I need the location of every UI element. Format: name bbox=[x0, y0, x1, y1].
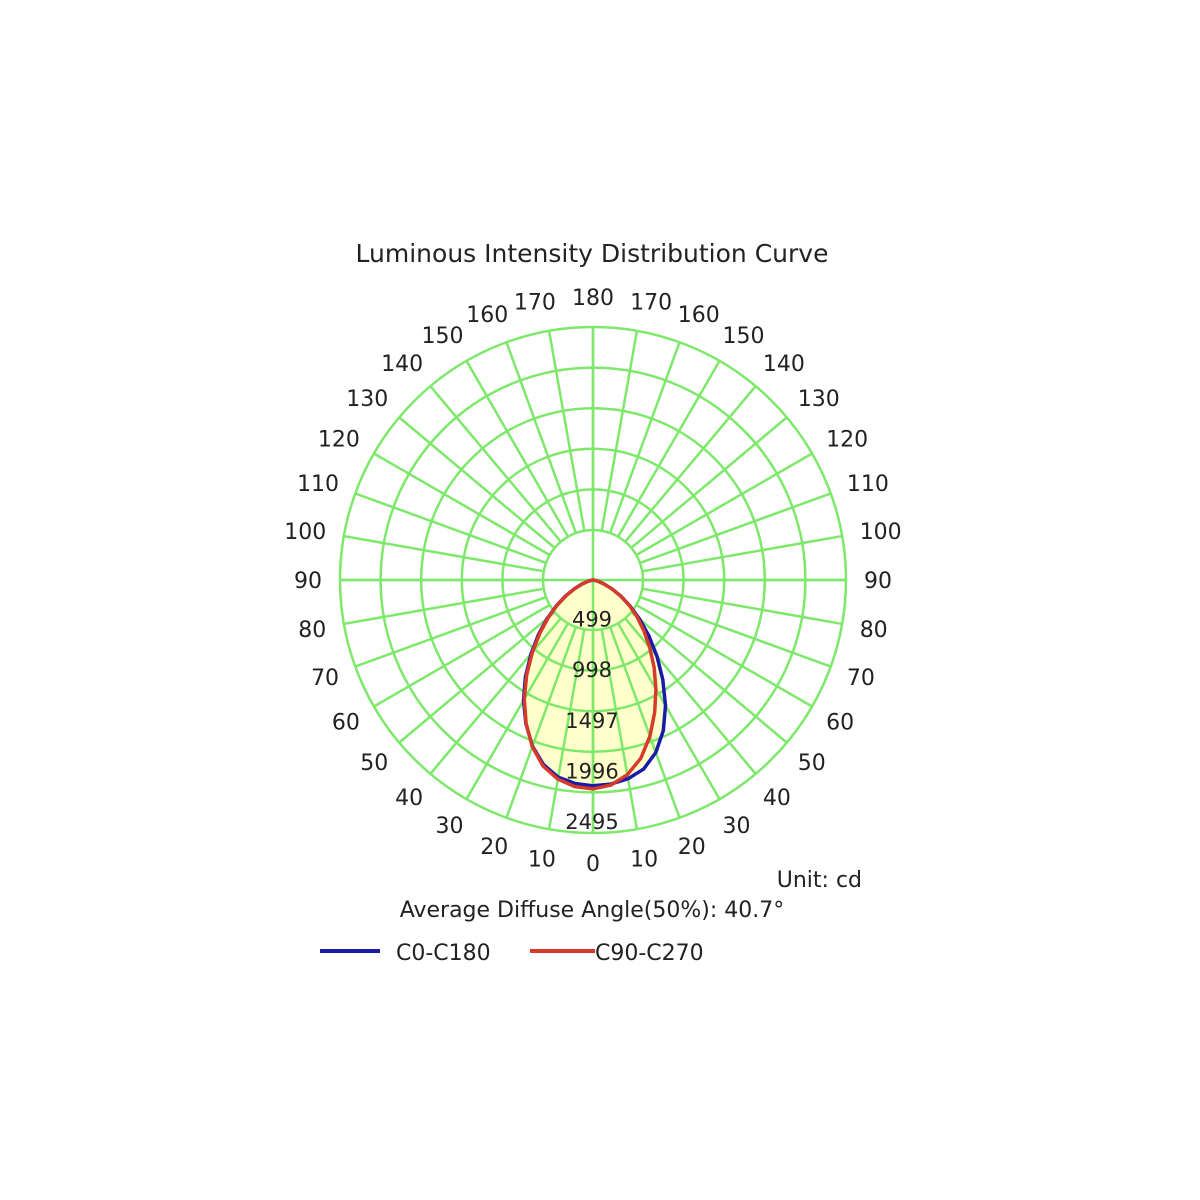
grid-spoke-120 bbox=[635, 452, 813, 557]
grid-spoke-230 bbox=[398, 416, 556, 549]
angle-tick-right-100: 100 bbox=[860, 520, 902, 545]
angle-tick-left-10: 10 bbox=[528, 848, 556, 873]
angle-tick-left-70: 70 bbox=[311, 666, 339, 691]
grid-spoke-140 bbox=[624, 385, 757, 543]
legend: C0-C180 C90-C270 bbox=[320, 941, 704, 966]
angle-tick-left-160: 160 bbox=[466, 303, 508, 328]
polar-grid bbox=[338, 325, 848, 835]
angle-tick-left-30: 30 bbox=[436, 814, 464, 839]
grid-spoke-160 bbox=[608, 341, 681, 534]
curve-c90-c270 bbox=[522, 578, 658, 791]
angle-tick-left-40: 40 bbox=[395, 786, 423, 811]
radial-tick-1497: 1497 bbox=[565, 709, 618, 733]
grid-spoke-30 bbox=[616, 622, 721, 800]
angle-tick-left-20: 20 bbox=[480, 835, 508, 860]
angle-tick-left-120: 120 bbox=[318, 428, 360, 453]
angle-tick-right-160: 160 bbox=[678, 303, 720, 328]
grid-spoke-200 bbox=[505, 341, 578, 534]
legend-label-c0-c180: C0-C180 bbox=[396, 941, 491, 966]
grid-spoke-220 bbox=[429, 385, 562, 543]
radial-tick-499: 499 bbox=[572, 608, 612, 632]
angle-tick-right-130: 130 bbox=[798, 387, 840, 412]
grid-spoke-20 bbox=[608, 626, 681, 819]
unit-label: Unit: cd bbox=[777, 868, 862, 893]
angle-tick-left-80: 80 bbox=[298, 618, 326, 643]
chart-title: Luminous Intensity Distribution Curve bbox=[356, 239, 829, 268]
grid-spoke-340 bbox=[505, 626, 578, 819]
angle-tick-left-100: 100 bbox=[284, 520, 326, 545]
grid-spoke-100 bbox=[642, 534, 843, 573]
angle-tick-right-120: 120 bbox=[826, 428, 868, 453]
grid-spoke-130 bbox=[630, 416, 788, 549]
grid-spoke-300 bbox=[373, 603, 551, 708]
angle-tick-right-170: 170 bbox=[630, 290, 672, 315]
angle-tick-right-140: 140 bbox=[763, 352, 805, 377]
grid-spoke-110 bbox=[639, 492, 832, 565]
angle-tick-right-70: 70 bbox=[847, 666, 875, 691]
grid-spoke-250 bbox=[354, 492, 547, 565]
angle-tick-left-90: 90 bbox=[294, 569, 322, 594]
grid-spoke-210 bbox=[465, 360, 570, 538]
angle-tick-left-60: 60 bbox=[332, 711, 360, 736]
grid-spoke-50 bbox=[630, 611, 788, 744]
grid-spoke-240 bbox=[373, 452, 551, 557]
grid-spoke-150 bbox=[616, 360, 721, 538]
angle-tick-labels: 0102030405060708090100110120130140150160… bbox=[284, 286, 901, 877]
angle-tick-left-180: 180 bbox=[572, 286, 614, 311]
angle-tick-right-20: 20 bbox=[678, 835, 706, 860]
grid-spoke-10 bbox=[600, 629, 639, 830]
angle-tick-left-140: 140 bbox=[381, 352, 423, 377]
radial-tick-998: 998 bbox=[572, 658, 612, 682]
intensity-curves bbox=[521, 578, 668, 791]
angle-tick-right-90: 90 bbox=[864, 569, 892, 594]
angle-tick-right-50: 50 bbox=[798, 751, 826, 776]
angle-tick-left-130: 130 bbox=[346, 387, 388, 412]
radial-tick-1996: 1996 bbox=[565, 759, 618, 783]
grid-spoke-60 bbox=[635, 603, 813, 708]
angle-tick-right-150: 150 bbox=[723, 324, 765, 349]
angle-tick-right-80: 80 bbox=[860, 618, 888, 643]
angle-tick-left-150: 150 bbox=[422, 324, 464, 349]
angle-tick-left-110: 110 bbox=[297, 472, 339, 497]
grid-spoke-330 bbox=[465, 622, 570, 800]
grid-spoke-310 bbox=[398, 611, 556, 744]
grid-spoke-280 bbox=[343, 587, 544, 626]
angle-tick-left-170: 170 bbox=[514, 290, 556, 315]
legend-label-c90-c270: C90-C270 bbox=[595, 941, 704, 966]
angle-tick-right-60: 60 bbox=[826, 711, 854, 736]
grid-spoke-70 bbox=[639, 595, 832, 668]
angle-tick-right-40: 40 bbox=[763, 786, 791, 811]
radial-tick-2495: 2495 bbox=[565, 810, 618, 834]
angle-tick-right-10: 10 bbox=[630, 848, 658, 873]
grid-spoke-260 bbox=[343, 534, 544, 573]
diffuse-angle-note: Average Diffuse Angle(50%): 40.7° bbox=[400, 898, 785, 923]
angle-tick-right-30: 30 bbox=[723, 814, 751, 839]
angle-tick-right-110: 110 bbox=[847, 472, 889, 497]
grid-spoke-350 bbox=[547, 629, 586, 830]
angle-tick-left-50: 50 bbox=[360, 751, 388, 776]
grid-spoke-170 bbox=[600, 330, 639, 531]
angle-tick-left-0: 0 bbox=[586, 852, 600, 877]
grid-spoke-320 bbox=[429, 617, 562, 775]
radial-tick-labels: 499 998 1497 1996 2495 bbox=[565, 608, 618, 834]
grid-spoke-80 bbox=[642, 587, 843, 626]
grid-spoke-190 bbox=[547, 330, 586, 531]
grid-spoke-290 bbox=[354, 595, 547, 668]
